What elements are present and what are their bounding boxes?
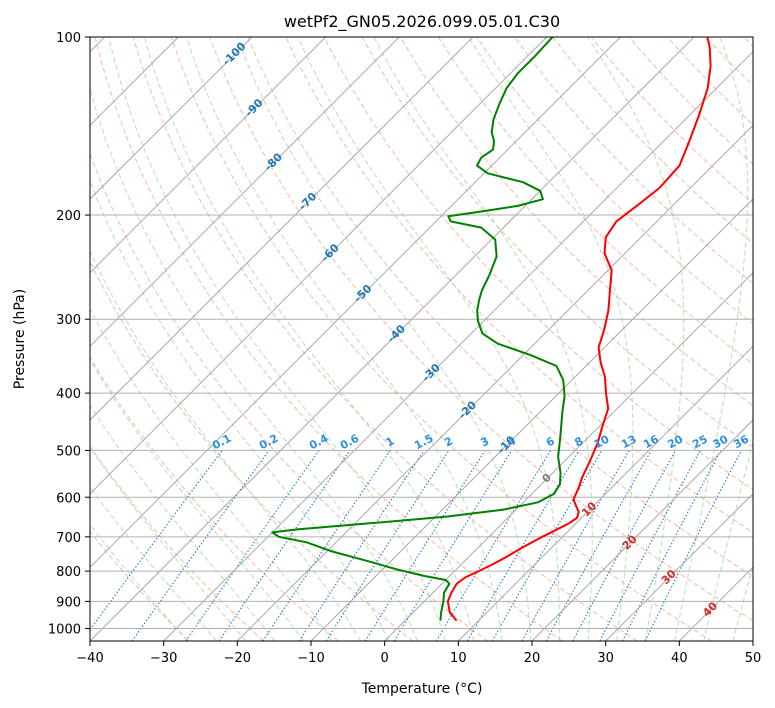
mixing-ratio-line: [262, 450, 391, 641]
isotherm-line: [90, 37, 621, 569]
plot-frame: [89, 36, 754, 642]
temperature-profile-line: [446, 37, 712, 622]
isotherm-line: [236, 124, 753, 641]
x-tick-label: −10: [297, 651, 324, 666]
mixing-ratio-line: [599, 450, 701, 641]
y-tick-label: 100: [56, 31, 81, 46]
moist-adiabat-line: [143, 37, 475, 641]
x-tick-label: 50: [745, 651, 762, 666]
isotherm-line: [310, 198, 753, 641]
isotherm-line: [90, 37, 474, 421]
isotherm-line: [90, 37, 400, 348]
y-tick-label: 1000: [48, 622, 81, 637]
mixing-ratio-line: [621, 450, 722, 641]
moist-adiabat-line: [732, 563, 753, 641]
mixing-ratio-line: [545, 450, 652, 641]
isotherm-line: [90, 37, 695, 641]
y-tick-label: 800: [56, 565, 81, 580]
mixing-ratio-line: [131, 450, 270, 641]
y-tick-label: 700: [56, 531, 81, 546]
mixing-ratio-label: 13: [619, 433, 639, 452]
dry-adiabat-line: [90, 356, 339, 641]
moist-adiabat-line: [90, 446, 247, 641]
isotherm-line: [90, 37, 548, 495]
y-tick-label: 400: [56, 387, 81, 402]
moist-adiabat-line: [674, 37, 749, 641]
moist-adiabat-line: [703, 439, 753, 641]
moist-adiabat-line: [236, 37, 532, 641]
mixing-ratio-label: 20: [665, 432, 685, 451]
moist-adiabat-line: [587, 37, 685, 641]
y-axis-label: Pressure (hPa): [12, 289, 28, 389]
x-tick-label: −30: [150, 651, 177, 666]
moist-adiabat-line: [373, 37, 593, 641]
dry-adiabat-line: [132, 37, 638, 641]
x-tick-label: 30: [597, 651, 614, 666]
moist-adiabat-line: [90, 308, 333, 641]
axes: −40 −30 −20 −10 0 10 20 30 40 50 100 200 300 400 500 60…: [48, 31, 761, 666]
mixing-ratio-line: [393, 450, 513, 641]
isotherm-line: [163, 50, 753, 641]
plot-area: -100-90-80-70-60-50-40-30-20-10010203040…: [90, 37, 753, 641]
y-tick-label: 900: [56, 595, 81, 610]
isotherm-line: [457, 345, 753, 641]
profile-lines: [271, 37, 712, 622]
isotherm-line: [384, 271, 753, 641]
background-lines: [90, 37, 753, 641]
x-tick-label: 10: [450, 651, 467, 666]
x-tick-label: −40: [76, 651, 103, 666]
moist-adiabat-line: [186, 37, 503, 641]
mixing-ratio-line: [521, 450, 630, 641]
isotherm-line: [90, 37, 253, 200]
mixing-ratio-label: 16: [641, 432, 661, 451]
moist-adiabat-line: [108, 37, 446, 641]
dry-adiabat-line: [170, 37, 712, 641]
mixing-ratio-line: [298, 450, 425, 641]
dry-adiabat-line: [437, 37, 753, 365]
dry-adiabat-line: [94, 37, 563, 641]
mixing-ratio-line: [218, 450, 351, 641]
mixing-ratio-label: 30: [711, 432, 731, 451]
moist-adiabat-line: [90, 404, 275, 641]
dry-adiabat-line: [90, 445, 264, 641]
dry-adiabat-line: [323, 37, 753, 491]
isotherm-line: [90, 37, 327, 274]
mixing-ratio-line: [364, 450, 486, 641]
mixing-ratio-line: [572, 450, 676, 641]
x-tick-label: 0: [381, 651, 389, 666]
mixing-ratio-label: 36: [731, 432, 751, 451]
dewpoint-profile-line: [271, 37, 566, 621]
chart-title: wetPf2_GN05.2026.099.05.01.C30: [284, 12, 560, 32]
x-tick-label: 20: [524, 651, 541, 666]
moist-adiabat-line: [90, 179, 390, 641]
y-tick-label: 200: [56, 209, 81, 224]
mixing-ratio-label: 25: [690, 433, 710, 452]
dry-adiabat-line: [90, 152, 488, 641]
dry-adiabat-line: [90, 530, 190, 641]
x-tick-label: 40: [671, 651, 688, 666]
dry-adiabat-line: [399, 37, 753, 407]
mixing-ratio-line: [185, 450, 320, 641]
x-axis-label: Temperature (°C): [361, 681, 483, 697]
moist-adiabat-line: [468, 37, 634, 641]
dry-adiabat-line: [514, 37, 753, 284]
moist-adiabat-line: [90, 359, 304, 641]
mixing-ratio-line: [90, 450, 223, 631]
y-tick-label: 500: [56, 444, 81, 459]
dry-adiabat-line: [247, 37, 753, 577]
mixing-ratio-label: 10: [592, 432, 612, 451]
y-tick-label: 300: [56, 313, 81, 328]
mixing-ratio-line: [644, 450, 742, 641]
isotherm-line: [531, 419, 753, 641]
x-tick-label: −20: [224, 651, 251, 666]
moist-adiabat-line: [297, 37, 560, 641]
y-tick-label: 600: [56, 491, 81, 506]
isotherm-line: [605, 492, 753, 641]
mixing-ratio-line: [435, 450, 552, 641]
